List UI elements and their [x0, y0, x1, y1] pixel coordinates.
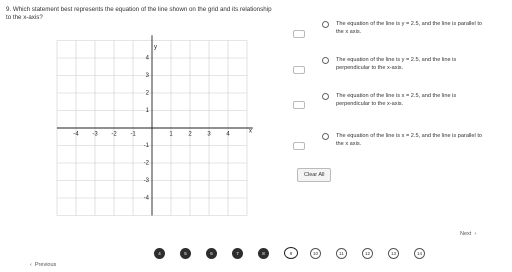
y-tick-label: -1 [144, 143, 150, 149]
x-tick-label: 3 [207, 132, 211, 138]
flag-icon[interactable] [293, 101, 305, 109]
x-tick-label: -4 [73, 132, 79, 138]
question-number[interactable]: 4 [154, 248, 165, 259]
choice[interactable]: The equation of the line is x = 2.5, and… [322, 132, 490, 148]
flag-icon[interactable] [293, 66, 305, 74]
flag-icon[interactable] [293, 142, 305, 150]
y-tick-label: 2 [146, 91, 150, 97]
y-tick-label: -2 [144, 161, 150, 167]
radio[interactable] [322, 93, 329, 100]
next-button[interactable]: Next › [460, 231, 477, 237]
previous-label: Previous [34, 262, 57, 268]
question-number[interactable]: 12 [362, 248, 373, 259]
question-number[interactable]: 11 [336, 248, 347, 259]
flag-icon[interactable] [293, 30, 305, 38]
choice[interactable]: The equation of the line is y = 2.5, and… [322, 56, 490, 72]
x-tick-label: -2 [111, 132, 117, 138]
question-number[interactable]: 13 [388, 248, 399, 259]
previous-button[interactable]: ‹ Previous [30, 262, 57, 268]
question-number[interactable]: 14 [414, 248, 425, 259]
radio[interactable] [322, 57, 329, 64]
radio[interactable] [322, 21, 329, 28]
x-tick-label: 2 [188, 132, 192, 138]
question-number[interactable]: 7 [232, 248, 243, 259]
choice-text: The equation of the line is x = 2.5, and… [336, 133, 482, 147]
y-tick-label: 3 [146, 73, 150, 79]
radio[interactable] [322, 133, 329, 140]
question-number[interactable]: 8 [258, 248, 269, 259]
question-number[interactable]: 5 [180, 248, 191, 259]
choice[interactable]: The equation of the line is x = 2.5, and… [322, 92, 490, 108]
x-tick-label: -1 [130, 132, 136, 138]
y-tick-label: -4 [144, 196, 150, 202]
question-number[interactable]: 6 [206, 248, 217, 259]
x-axis-label: x [249, 129, 252, 135]
y-tick-label: -3 [144, 178, 150, 184]
y-tick-label: 1 [146, 108, 150, 114]
clear-button[interactable]: Clear All [297, 168, 332, 182]
y-axis-label: y [154, 45, 157, 51]
choice-text: The equation of the line is x = 2.5, and… [336, 93, 457, 107]
y-tick-label: 4 [146, 56, 150, 62]
question-number[interactable]: 10 [310, 248, 321, 259]
question-number[interactable]: 9 [284, 247, 298, 259]
x-tick-label: 4 [226, 132, 230, 138]
choice-text: The equation of the line is y = 2.5, and… [336, 57, 457, 71]
x-tick-label: -3 [92, 132, 98, 138]
choice-text: The equation of the line is y = 2.5, and… [336, 21, 482, 35]
next-label: Next [460, 231, 472, 237]
choice[interactable]: The equation of the line is y = 2.5, and… [322, 20, 490, 36]
question-text: 9. Which statement best represents the e… [6, 6, 272, 21]
x-tick-label: 1 [169, 132, 173, 138]
